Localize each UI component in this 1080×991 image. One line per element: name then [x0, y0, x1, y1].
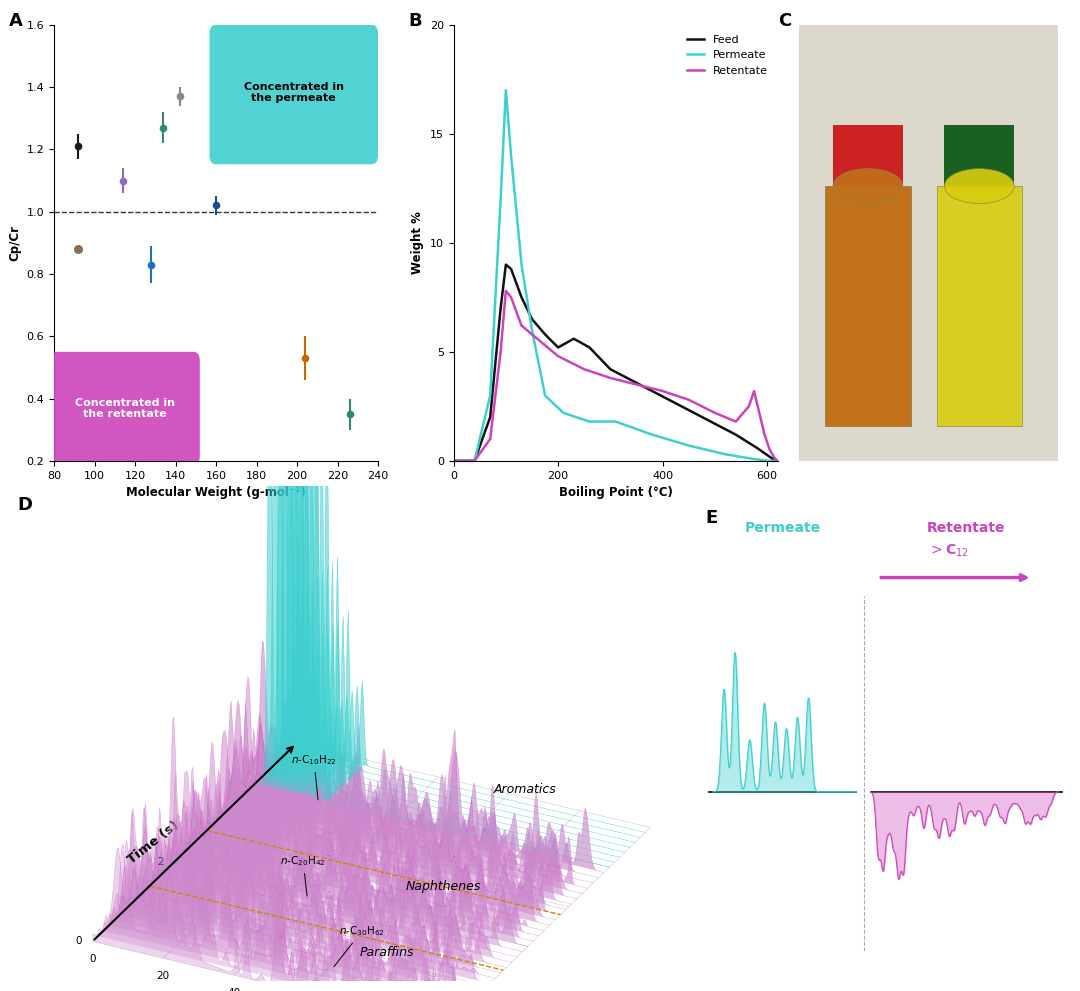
Bar — [825, 186, 910, 426]
Text: Concentrated in
the retentate: Concentrated in the retentate — [76, 397, 175, 419]
Legend: Feed, Permeate, Retentate: Feed, Permeate, Retentate — [683, 31, 772, 80]
Polygon shape — [136, 802, 490, 983]
Text: 40: 40 — [228, 987, 241, 991]
Text: Paraffins: Paraffins — [360, 946, 414, 959]
Polygon shape — [185, 739, 539, 936]
Polygon shape — [104, 855, 457, 991]
Polygon shape — [168, 774, 523, 951]
Bar — [833, 125, 903, 186]
Polygon shape — [141, 803, 496, 978]
Text: $n$-C$_{20}$H$_{42}$: $n$-C$_{20}$H$_{42}$ — [280, 854, 326, 896]
Text: $n$-C$_{30}$H$_{62}$: $n$-C$_{30}$H$_{62}$ — [334, 925, 384, 966]
X-axis label: Boiling Point (°C): Boiling Point (°C) — [558, 487, 673, 499]
Polygon shape — [212, 701, 566, 910]
Polygon shape — [125, 827, 478, 991]
Ellipse shape — [833, 168, 903, 203]
Polygon shape — [218, 729, 571, 904]
Polygon shape — [195, 677, 550, 926]
Text: C: C — [779, 12, 792, 30]
Polygon shape — [234, 641, 588, 888]
Text: Naphthenes: Naphthenes — [406, 880, 482, 893]
Bar — [825, 186, 910, 426]
Text: Retentate: Retentate — [927, 521, 1005, 535]
Text: E: E — [705, 509, 718, 527]
Polygon shape — [120, 774, 473, 991]
Bar — [944, 125, 1014, 186]
Polygon shape — [147, 771, 501, 973]
Text: Permeate: Permeate — [745, 521, 821, 535]
Ellipse shape — [944, 168, 1014, 203]
Polygon shape — [174, 773, 528, 946]
Text: B: B — [408, 12, 422, 30]
Text: Aromatics: Aromatics — [494, 783, 557, 796]
Polygon shape — [163, 717, 517, 957]
Text: 20: 20 — [157, 971, 170, 981]
Polygon shape — [261, 191, 615, 862]
Text: 2: 2 — [158, 857, 164, 867]
Polygon shape — [281, 171, 635, 842]
Polygon shape — [266, 186, 620, 857]
Polygon shape — [158, 790, 512, 962]
Polygon shape — [276, 176, 630, 847]
Polygon shape — [251, 592, 604, 872]
Polygon shape — [93, 804, 446, 991]
Y-axis label: Cp/Cr: Cp/Cr — [8, 225, 21, 261]
Polygon shape — [98, 840, 451, 991]
Polygon shape — [292, 162, 645, 832]
Text: 0: 0 — [90, 953, 96, 964]
Polygon shape — [286, 166, 640, 837]
Polygon shape — [109, 813, 462, 991]
Polygon shape — [245, 678, 598, 878]
Text: Time (s): Time (s) — [125, 819, 181, 866]
Y-axis label: Weight %: Weight % — [411, 211, 424, 275]
Polygon shape — [206, 735, 561, 915]
Text: 0: 0 — [76, 936, 82, 946]
Polygon shape — [152, 805, 507, 967]
Text: Concentrated in
the permeate: Concentrated in the permeate — [244, 81, 343, 103]
Polygon shape — [240, 723, 593, 883]
Polygon shape — [131, 809, 484, 989]
FancyBboxPatch shape — [51, 352, 200, 465]
Text: D: D — [17, 496, 32, 513]
FancyBboxPatch shape — [210, 25, 378, 165]
Text: 4: 4 — [239, 778, 245, 788]
Polygon shape — [190, 734, 544, 931]
Text: A: A — [9, 12, 23, 30]
Polygon shape — [229, 701, 582, 894]
Polygon shape — [224, 704, 577, 899]
Polygon shape — [256, 196, 609, 867]
Polygon shape — [201, 730, 555, 920]
Text: $>$C$_{12}$: $>$C$_{12}$ — [928, 543, 969, 559]
Polygon shape — [271, 181, 625, 852]
X-axis label: Molecular Weight (g-mol⁻¹): Molecular Weight (g-mol⁻¹) — [126, 487, 306, 499]
Polygon shape — [179, 778, 534, 941]
Text: $n$-C$_{10}$H$_{22}$: $n$-C$_{10}$H$_{22}$ — [292, 753, 337, 800]
Polygon shape — [114, 809, 468, 991]
Bar — [936, 186, 1022, 426]
